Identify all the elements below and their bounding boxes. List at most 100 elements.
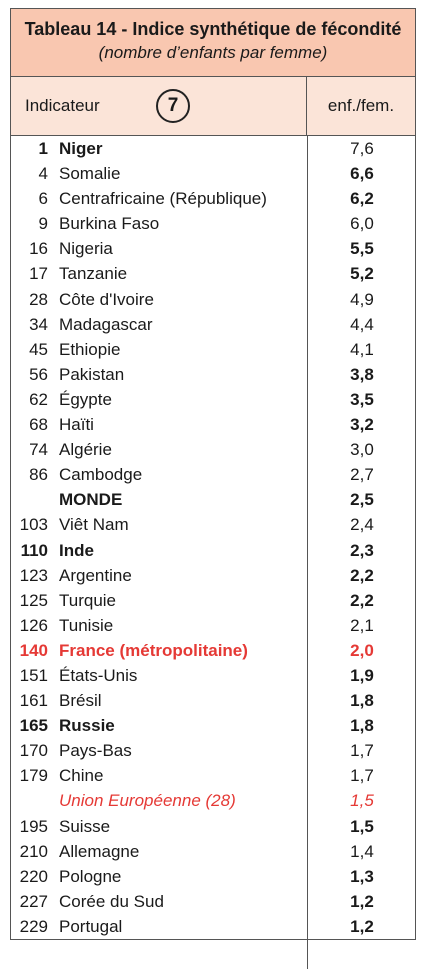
row-country: Haïti [59, 415, 94, 435]
row-value: 5,2 [350, 264, 374, 284]
table-row: 110 Inde 2,3 [11, 538, 415, 563]
row-country: Ethiopie [59, 339, 121, 359]
table-row: 17 Tanzanie 5,2 [11, 261, 415, 286]
table-row: 170 Pays-Bas 1,7 [11, 738, 415, 763]
row-rank: 28 [29, 289, 48, 309]
row-rank: 220 [19, 866, 48, 886]
row-rank: 229 [19, 916, 48, 936]
header-row: Indicateur 7 enf./fem. [11, 77, 415, 136]
table-row: 151 États-Unis 1,9 [11, 663, 415, 688]
row-country: Égypte [59, 389, 112, 409]
row-country: Turquie [59, 590, 117, 610]
row-value: 1,8 [350, 716, 374, 736]
row-country: Allemagne [59, 841, 140, 861]
table-row: 68 Haïti 3,2 [11, 412, 415, 437]
table-row: 220 Pologne 1,3 [11, 864, 415, 889]
row-value: 1,5 [350, 791, 374, 811]
row-rank: 170 [19, 741, 48, 761]
table-row: 6 Centrafricaine (République) 6,2 [11, 186, 415, 211]
table-title: Tableau 14 - Indice synthétique de fécon… [24, 19, 402, 39]
row-country: Somalie [59, 164, 121, 184]
table-row: 227 Corée du Sud 1,2 [11, 889, 415, 914]
header-indicator-cell: Indicateur 7 [11, 77, 307, 135]
row-country: Algérie [59, 440, 112, 460]
title-box: Tableau 14 - Indice synthétique de fécon… [11, 9, 415, 77]
row-country: Pays-Bas [59, 741, 132, 761]
row-rank: 56 [29, 364, 48, 384]
row-value: 1,7 [350, 766, 374, 786]
row-value: 2,2 [350, 565, 374, 585]
row-country: Argentine [59, 565, 132, 585]
table-row: 16 Nigeria 5,5 [11, 236, 415, 261]
row-country: Viêt Nam [59, 515, 129, 535]
row-value: 6,0 [350, 214, 374, 234]
row-value: 5,5 [350, 239, 374, 259]
row-value: 7,6 [350, 139, 374, 158]
row-value: 4,1 [350, 339, 374, 359]
row-country: Suisse [59, 816, 111, 836]
table-row: 74 Algérie 3,0 [11, 437, 415, 462]
row-rank: 195 [19, 816, 48, 836]
row-country: Portugal [59, 916, 123, 936]
table-row: 126 Tunisie 2,1 [11, 613, 415, 638]
row-rank: 227 [19, 891, 48, 911]
row-country: Tunisie [59, 615, 114, 635]
row-country: Corée du Sud [59, 891, 164, 911]
row-country: France (métropolitaine) [59, 640, 248, 660]
row-country: Burkina Faso [59, 214, 160, 234]
row-country: Chine [59, 766, 104, 786]
table-row: 140 France (métropolitaine) 2,0 [11, 638, 415, 663]
row-country: Pakistan [59, 364, 125, 384]
row-value: 6,6 [350, 164, 374, 184]
row-rank: 16 [29, 239, 48, 259]
row-value: 1,3 [350, 866, 374, 886]
row-country: Inde [59, 540, 94, 560]
row-value: 2,7 [350, 465, 374, 485]
row-rank: 161 [19, 691, 48, 711]
row-value: 2,4 [350, 515, 374, 535]
row-value: 1,7 [350, 741, 374, 761]
row-country: Niger [59, 139, 103, 158]
row-value: 4,4 [350, 314, 374, 334]
row-rank: 86 [29, 465, 48, 485]
row-rank: 17 [29, 264, 48, 284]
table-row: 229 Portugal 1,2 [11, 914, 415, 939]
row-value: 1,2 [350, 916, 374, 936]
row-value: 6,2 [350, 189, 374, 209]
row-rank: 74 [29, 440, 48, 460]
indicator-label: Indicateur [25, 96, 100, 115]
fertility-table: Tableau 14 - Indice synthétique de fécon… [10, 8, 416, 969]
row-country: MONDE [59, 490, 123, 510]
row-rank: 179 [19, 766, 48, 786]
row-value: 3,0 [350, 440, 374, 460]
row-country: Brésil [59, 691, 102, 711]
row-rank: 110 [20, 540, 48, 560]
unit-header: enf./fem. [327, 96, 395, 115]
row-country: Cambodge [59, 465, 143, 485]
table-row: Union Européenne (28) 1,5 [11, 788, 415, 813]
row-rank: 123 [19, 565, 48, 585]
row-value: 1,5 [350, 816, 374, 836]
row-rank: 125 [19, 590, 48, 610]
table-subtitle: (nombre d’enfants par femme) [98, 43, 328, 62]
row-rank: 6 [38, 189, 48, 209]
table-row: 45 Ethiopie 4,1 [11, 337, 415, 362]
row-rank: 151 [19, 665, 48, 685]
table-body: 1 Niger 7,6 4 Somalie 6,6 6 Centrafricaine (Rép… [11, 136, 415, 969]
row-rank: 103 [19, 515, 48, 535]
table-row: 165 Russie 1,8 [11, 713, 415, 738]
row-country: Centrafricaine (République) [59, 189, 267, 209]
row-value: 1,8 [350, 691, 374, 711]
row-rank: 126 [19, 615, 48, 635]
table-row: 179 Chine 1,7 [11, 763, 415, 788]
row-value: 4,9 [350, 289, 374, 309]
row-value: 1,4 [350, 841, 374, 861]
table-row: 62 Égypte 3,5 [11, 387, 415, 412]
row-rank: 62 [29, 389, 48, 409]
row-rank: 140 [19, 640, 48, 660]
table-row: 210 Allemagne 1,4 [11, 839, 415, 864]
row-value: 2,0 [350, 640, 374, 660]
row-value: 1,9 [350, 665, 374, 685]
row-value: 3,5 [350, 389, 374, 409]
table-row: 125 Turquie 2,2 [11, 588, 415, 613]
